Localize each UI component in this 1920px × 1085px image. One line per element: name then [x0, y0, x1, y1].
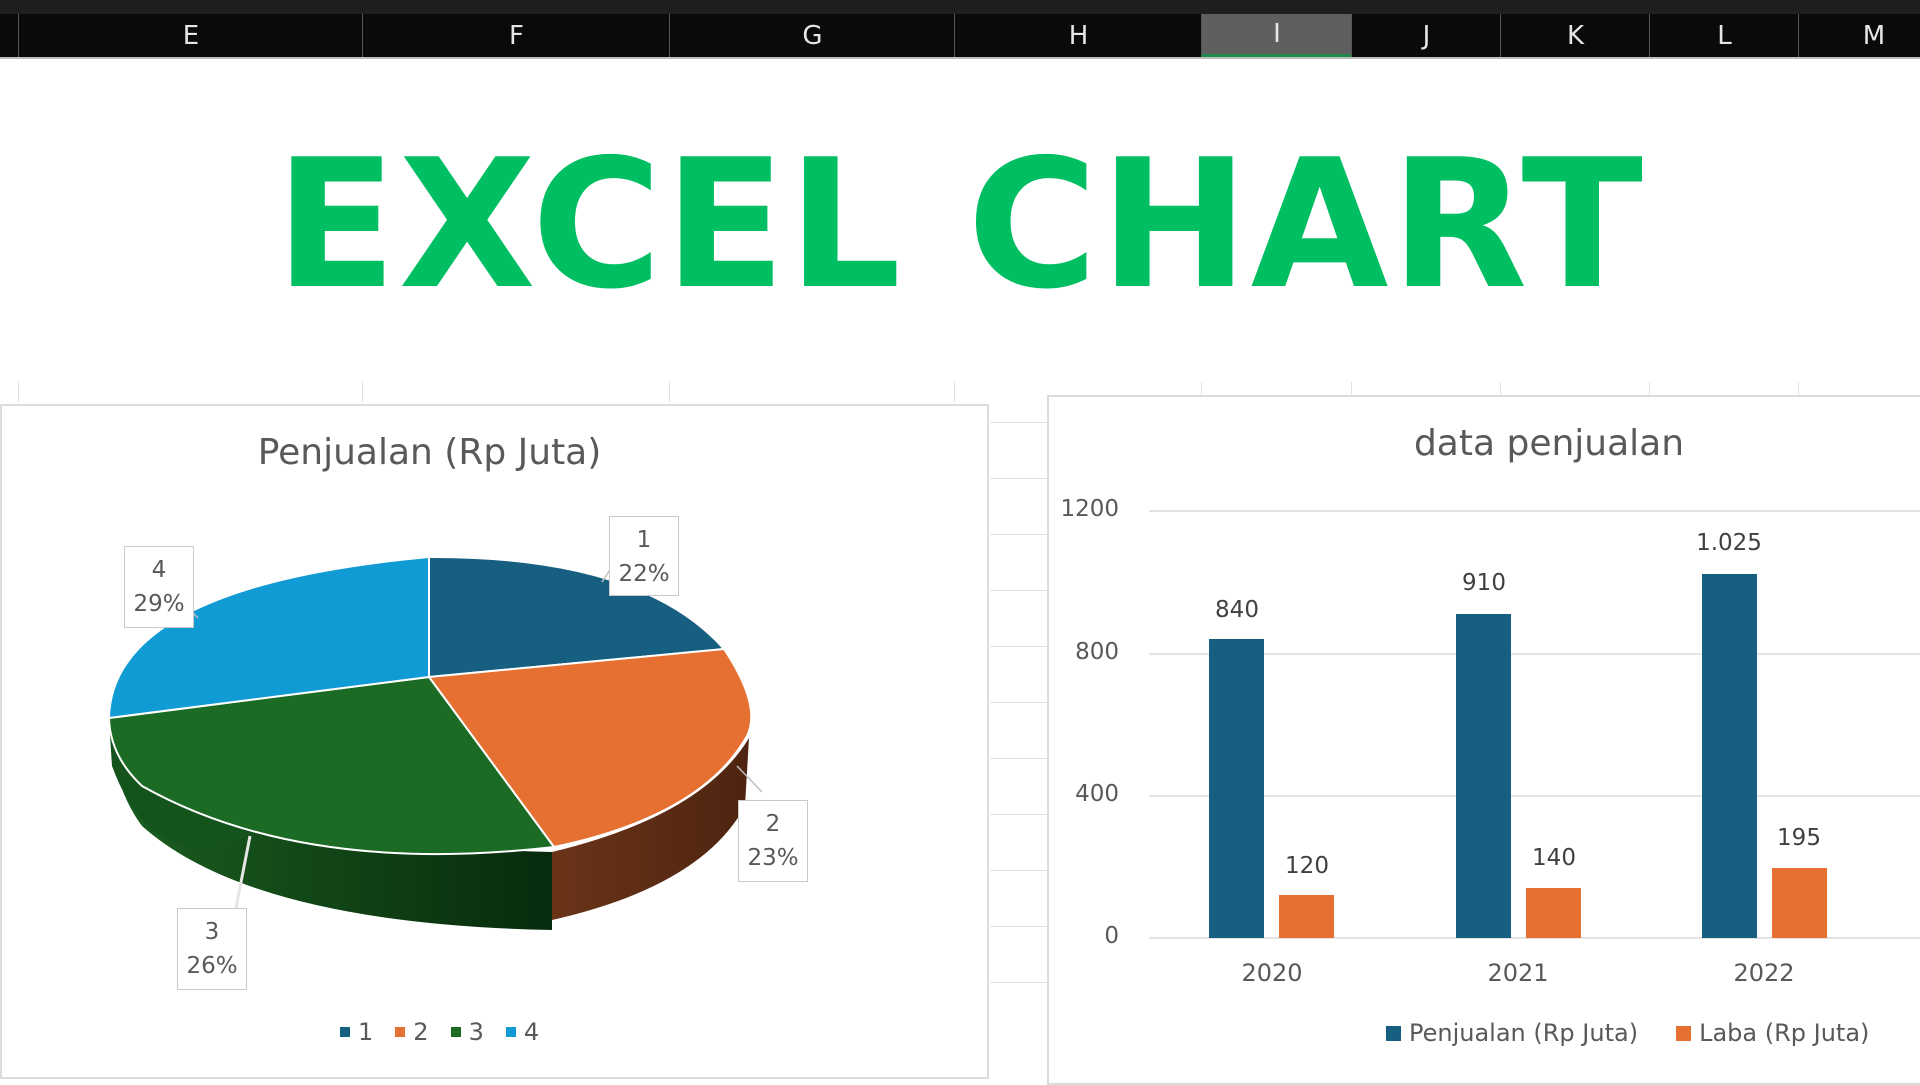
column-header-g[interactable]: G: [669, 14, 955, 57]
cell-gridline: [990, 646, 1047, 647]
y-tick-800: 800: [1075, 639, 1119, 665]
pie-slice-3: [107, 675, 556, 856]
pie-label-2: 2 23%: [738, 800, 808, 882]
bar-laba-2021[interactable]: [1526, 888, 1581, 938]
column-header-k[interactable]: K: [1500, 14, 1650, 57]
cell-gridline: [990, 926, 1047, 927]
pie-chart-title: Penjualan (Rp Juta): [257, 432, 602, 473]
pie-graphic: [107, 555, 763, 930]
cell-gridline: [1201, 382, 1202, 402]
window-top-strip: [0, 0, 1920, 15]
cell-gridline: [990, 814, 1047, 815]
cell-gridline: [990, 870, 1047, 871]
legend-item-1: 1: [340, 1018, 373, 1046]
bar-penjualan-2021[interactable]: [1456, 614, 1511, 938]
cell-gridline: [1351, 382, 1352, 402]
bar-laba-2022[interactable]: [1772, 868, 1827, 938]
pie-slice-2: [427, 647, 753, 849]
column-header-i[interactable]: I: [1201, 14, 1352, 57]
bar-penjualan-2020[interactable]: [1209, 639, 1264, 938]
cell-gridline: [990, 422, 1047, 423]
cell-gridline: [990, 590, 1047, 591]
legend-item-penjualan: Penjualan (Rp Juta): [1386, 1019, 1638, 1047]
gridline-400: [1149, 795, 1920, 797]
y-tick-400: 400: [1075, 781, 1119, 807]
cell-gridline: [18, 382, 19, 402]
pie-label-1: 1 22%: [609, 516, 679, 596]
cell-gridline: [669, 382, 670, 402]
column-header-l[interactable]: L: [1649, 14, 1799, 57]
cell-gridline: [990, 478, 1047, 479]
column-header-m[interactable]: M: [1798, 14, 1920, 57]
bar-chart[interactable]: data penjualan 1200 800 400 0 840 120 20…: [1047, 395, 1920, 1085]
label-penjualan-2022: 1.025: [1696, 530, 1762, 556]
bar-laba-2020[interactable]: [1279, 895, 1334, 938]
x-label-2022: 2022: [1733, 959, 1795, 987]
cell-gridline: [362, 382, 363, 402]
gridline-0: [1149, 937, 1920, 939]
pie-label-4: 4 29%: [124, 546, 194, 628]
cell-gridline: [990, 758, 1047, 759]
x-label-2021: 2021: [1487, 959, 1549, 987]
y-tick-0: 0: [1104, 923, 1119, 949]
legend-item-laba: Laba (Rp Juta): [1676, 1019, 1869, 1047]
column-header-e[interactable]: E: [18, 14, 363, 57]
label-penjualan-2021: 910: [1462, 570, 1506, 596]
pie-label-3: 3 26%: [177, 908, 247, 990]
cell-gridline: [990, 702, 1047, 703]
pie-side-3: [109, 720, 552, 930]
pie-legend: 1 2 3 4: [340, 1018, 539, 1046]
column-header-j[interactable]: J: [1351, 14, 1501, 57]
bar-penjualan-2022[interactable]: [1702, 574, 1757, 938]
cell-gridline: [990, 982, 1047, 983]
label-laba-2020: 120: [1285, 853, 1329, 879]
label-laba-2022: 195: [1777, 825, 1821, 851]
y-tick-1200: 1200: [1060, 496, 1119, 522]
label-penjualan-2020: 840: [1215, 597, 1259, 623]
gridline-800: [1149, 653, 1920, 655]
cell-gridline: [1500, 382, 1501, 402]
x-label-2020: 2020: [1241, 959, 1303, 987]
pie-chart[interactable]: Penjualan (Rp Juta) 1 22% 2 23% 3 26%: [0, 404, 989, 1079]
cell-gridline: [1649, 382, 1650, 402]
banner-title: EXCEL CHART: [275, 121, 1645, 328]
column-header-h[interactable]: H: [954, 14, 1202, 57]
pie-side-2: [552, 738, 749, 920]
column-header-f[interactable]: F: [362, 14, 670, 57]
bar-legend: Penjualan (Rp Juta) Laba (Rp Juta): [1386, 1019, 1869, 1047]
gridline-1200: [1149, 510, 1920, 512]
legend-item-2: 2: [395, 1018, 429, 1046]
bar-chart-title: data penjualan: [1413, 423, 1685, 464]
legend-item-4: 4: [505, 1018, 539, 1046]
cell-gridline: [954, 382, 955, 402]
cell-gridline: [990, 534, 1047, 535]
label-laba-2021: 140: [1532, 845, 1576, 871]
worksheet-grid[interactable]: [0, 59, 1920, 1080]
cell-gridline: [1798, 382, 1799, 402]
legend-item-3: 3: [450, 1018, 484, 1046]
